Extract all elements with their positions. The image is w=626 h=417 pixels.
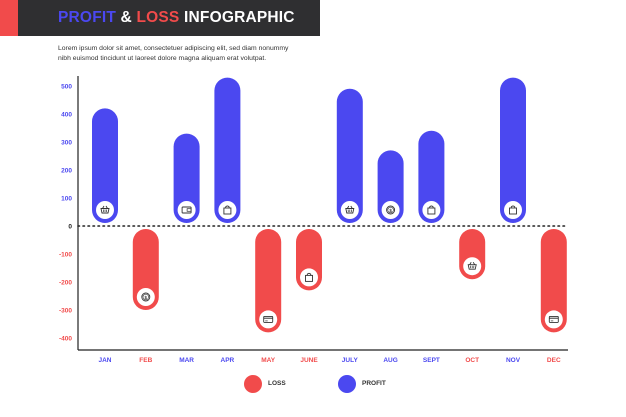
title-accent (0, 0, 18, 36)
shopping-bag-icon (427, 205, 436, 215)
y-tick-label: -300 (59, 307, 72, 314)
bar-apr (214, 77, 241, 223)
description: Lorem ipsum dolor sit amet, consectetuer… (58, 44, 298, 64)
bar-icon-circle (259, 310, 278, 329)
y-tick-label: 300 (61, 139, 72, 146)
x-tick-label: JUNE (300, 357, 318, 364)
bar-sept (418, 130, 445, 223)
bar-icon-circle (504, 201, 522, 219)
bar-icon-circle (177, 201, 196, 219)
legend-profit-label: PROFIT (362, 380, 386, 387)
coin-icon: $ (141, 292, 151, 302)
x-tick-label: SEPT (423, 357, 440, 364)
x-tick-label: APR (221, 357, 235, 364)
basket-icon (467, 261, 477, 270)
y-tick-label: 100 (61, 195, 72, 202)
x-tick-label: AUG (383, 357, 397, 364)
x-tick-label: MAR (179, 357, 194, 364)
legend-profit-swatch (338, 375, 356, 393)
y-tick-label: 200 (61, 167, 72, 174)
shopping-bag-icon (223, 205, 232, 215)
title-loss: LOSS (136, 9, 180, 26)
bar-nov (500, 77, 526, 223)
credit-card-icon (548, 315, 559, 323)
y-tick-label: -100 (59, 251, 72, 258)
bar-jan (92, 108, 118, 223)
bar-icon-circle (218, 201, 237, 219)
bar-icon-circle (381, 201, 400, 219)
bar-icon-circle (422, 201, 441, 219)
legend-loss-label: LOSS (268, 380, 286, 387)
bar-may (255, 229, 282, 333)
bar-icon-circle (300, 268, 318, 287)
x-tick-label: JAN (98, 357, 111, 364)
bar-feb (132, 229, 159, 310)
x-tick-label: JULY (342, 357, 359, 364)
svg-text:$: $ (389, 208, 392, 213)
description-line-1: Lorem ipsum dolor sit amet, consectetuer… (58, 45, 289, 52)
title-profit: PROFIT (58, 9, 117, 26)
bar-mar (173, 133, 200, 223)
bar-july (336, 88, 363, 223)
bar-icon-circle (136, 288, 155, 306)
x-tick-label: NOV (506, 357, 521, 364)
shopping-bag-icon (305, 272, 313, 282)
description-line-2: nibh euismod tincidunt ut laoreet dolore… (58, 55, 267, 62)
x-tick-label: OCT (465, 357, 479, 364)
y-tick-label: -200 (59, 279, 72, 286)
coin-icon: $ (386, 205, 396, 215)
basket-icon (100, 205, 110, 214)
x-tick-label: DEC (547, 357, 561, 364)
wallet-icon (181, 206, 192, 214)
svg-text:$: $ (145, 295, 148, 300)
x-tick-label: FEB (139, 357, 152, 364)
y-tick-label: 500 (61, 83, 72, 90)
basket-icon (345, 205, 355, 214)
bar-icon-circle (544, 310, 563, 329)
title-infographic: INFOGRAPHIC (184, 9, 295, 26)
y-tick-label: -400 (59, 335, 72, 342)
title-bar: PROFIT & LOSS INFOGRAPHIC (0, 0, 320, 36)
legend-loss-swatch (244, 375, 262, 393)
page-title: PROFIT & LOSS INFOGRAPHIC (58, 9, 295, 27)
shopping-bag-icon (509, 205, 517, 215)
x-tick-label: MAY (261, 357, 276, 364)
credit-card-icon (263, 315, 274, 323)
bar-dec (540, 229, 567, 333)
y-tick-label: 0 (68, 223, 72, 230)
y-tick-label: 400 (61, 111, 72, 118)
title-ampersand: & (120, 9, 132, 26)
